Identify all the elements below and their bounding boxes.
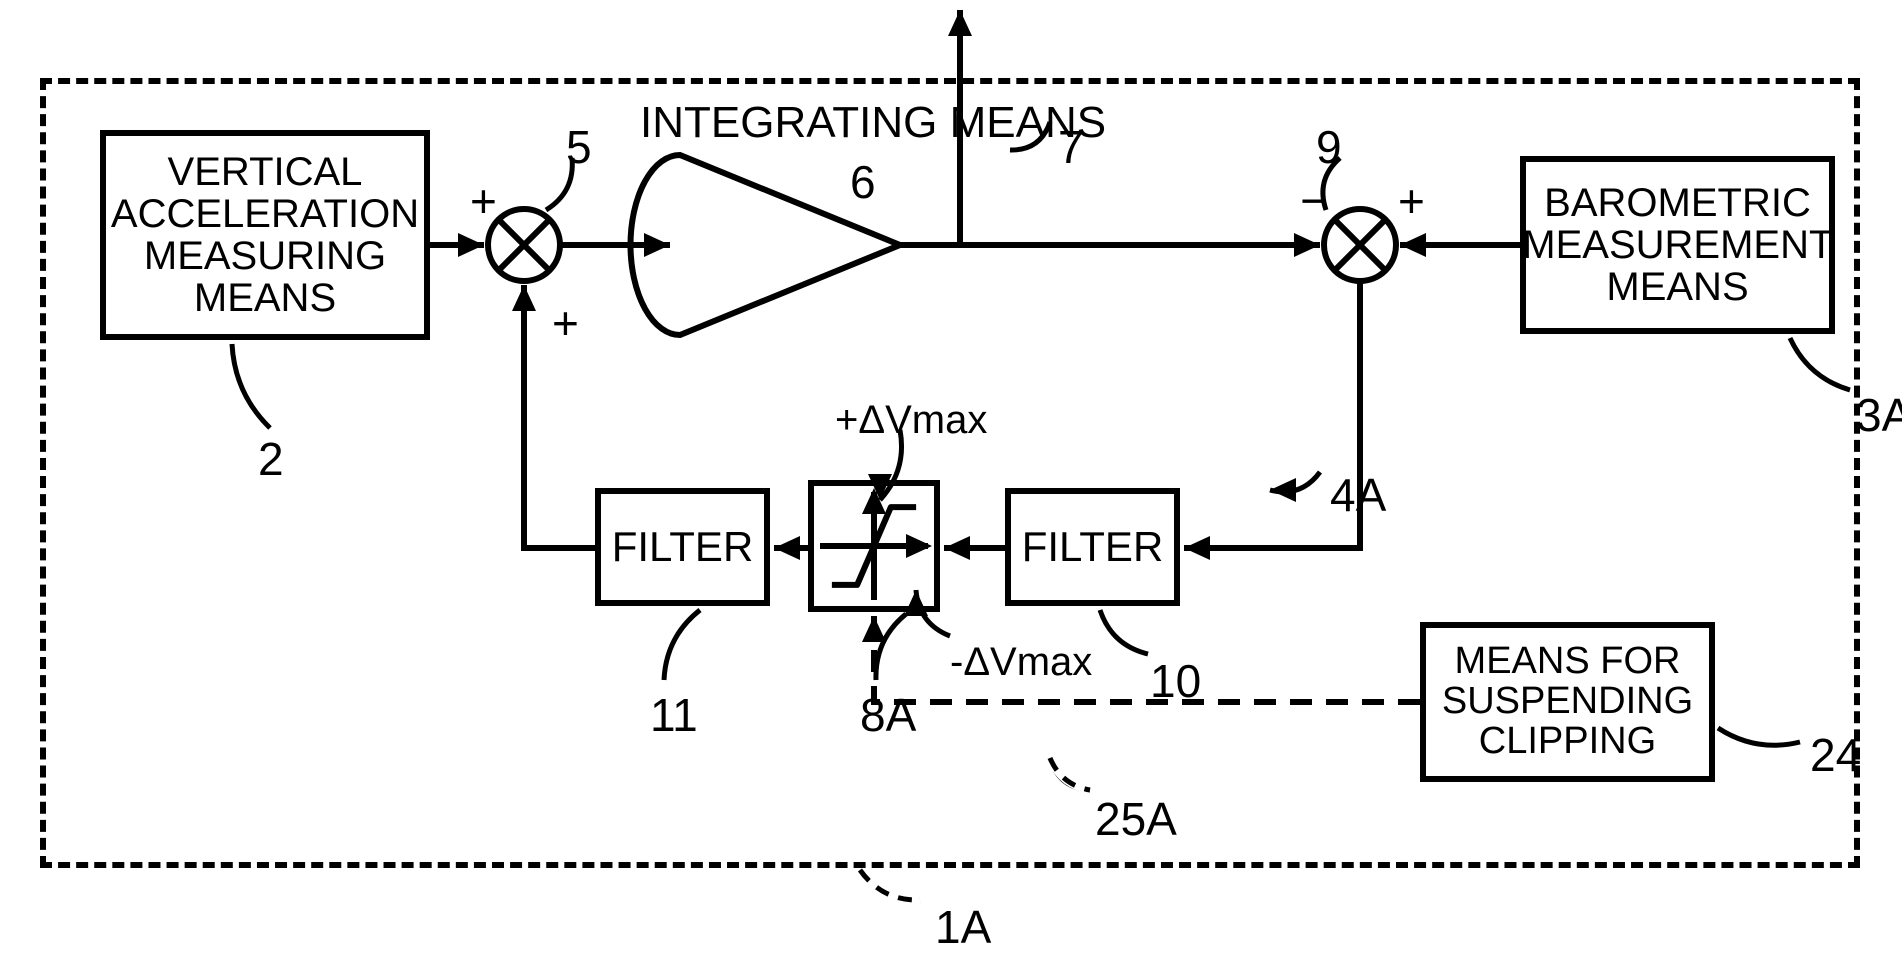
block-label: FILTER: [1022, 525, 1164, 569]
ref-number: 25A: [1095, 792, 1177, 846]
block-barometric-measurement: BAROMETRIC MEASUREMENT MEANS: [1520, 156, 1835, 334]
sign-plus: +: [470, 174, 497, 228]
ref-number: 8A: [860, 688, 916, 742]
ref-number: 10: [1150, 654, 1201, 708]
ref-number: 24: [1810, 728, 1861, 782]
sign-minus: −: [1300, 174, 1328, 229]
ref-number: 3A: [1856, 388, 1902, 442]
block-filter-right: FILTER: [1005, 488, 1180, 606]
ref-number: 5: [566, 120, 592, 174]
ref-number: 11: [650, 688, 698, 742]
ref-number: 2: [258, 432, 284, 486]
diagram-canvas: VERTICAL ACCELERATION MEASURING MEANS BA…: [0, 0, 1902, 952]
ref-number: 7: [1058, 120, 1084, 174]
block-label: VERTICAL ACCELERATION MEASURING MEANS: [106, 151, 424, 319]
block-vertical-acceleration: VERTICAL ACCELERATION MEASURING MEANS: [100, 130, 430, 340]
block-label: BAROMETRIC MEASUREMENT MEANS: [1522, 182, 1832, 308]
ref-number: 9: [1316, 120, 1342, 174]
ref-number: 1A: [935, 900, 991, 954]
sign-plus: +: [552, 296, 579, 350]
block-label: MEANS FOR SUSPENDING CLIPPING: [1426, 642, 1709, 762]
block-filter-left: FILTER: [595, 488, 770, 606]
ref-number: 4A: [1330, 468, 1386, 522]
block-suspend-clipping: MEANS FOR SUSPENDING CLIPPING: [1420, 622, 1715, 782]
block-limiter: [808, 480, 940, 612]
label-plus-delta-vmax: +ΔVmax: [835, 398, 987, 443]
label-minus-delta-vmax: -ΔVmax: [950, 640, 1092, 685]
sign-plus: +: [1398, 174, 1425, 228]
block-label: FILTER: [612, 525, 754, 569]
ref-number: 6: [850, 155, 876, 209]
label-integrating-means: INTEGRATING MEANS: [640, 98, 1106, 148]
